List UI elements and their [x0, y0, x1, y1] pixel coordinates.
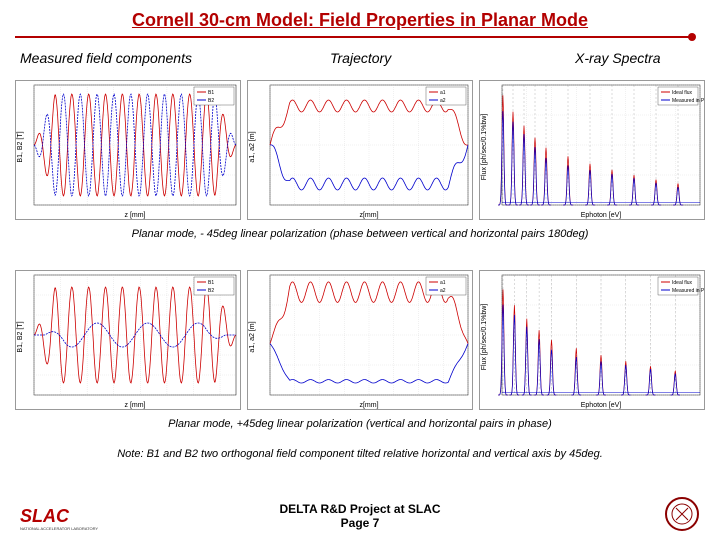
- svg-text:z[mm]: z[mm]: [359, 212, 378, 219]
- svg-text:a2: a2: [440, 288, 446, 294]
- slac-logo: SLAC NATIONAL ACCELERATOR LABORATORY: [20, 502, 100, 532]
- page-title: Cornell 30-cm Model: Field Properties in…: [20, 10, 700, 31]
- svg-text:z [mm]: z [mm]: [125, 402, 146, 409]
- svg-text:NATIONAL ACCELERATOR LABORATOR: NATIONAL ACCELERATOR LABORATORY: [20, 526, 98, 531]
- chart-spectra-1: Ephoton [eV] Flux [ph/sec/0.1%bw] Ideal fl…: [479, 80, 705, 220]
- svg-text:B2: B2: [208, 288, 214, 294]
- column-header-3: X-ray Spectra: [575, 50, 661, 66]
- svg-text:Measured in Plane 1: Measured in Plane 1: [672, 288, 704, 294]
- svg-text:z [mm]: z [mm]: [125, 212, 146, 219]
- svg-text:B1: B1: [208, 280, 214, 286]
- svg-text:Flux [ph/sec/0.1%bw]: Flux [ph/sec/0.1%bw]: [481, 304, 488, 371]
- svg-text:B2: B2: [208, 98, 214, 104]
- svg-text:Ephoton [eV]: Ephoton [eV]: [581, 212, 622, 219]
- title-dot: [688, 33, 696, 41]
- seal-logo: [664, 496, 700, 532]
- chart-field-2: z [mm] B1, B2 [T] B1 B2: [15, 270, 241, 410]
- svg-text:Ephoton [eV]: Ephoton [eV]: [581, 402, 622, 409]
- svg-text:a1, a2 [m]: a1, a2 [m]: [249, 131, 256, 162]
- svg-text:Ideal flux: Ideal flux: [672, 280, 693, 286]
- chart-row-1: z [mm] B1, B2 [T] B1 B2 z[mm] a1, a2 [m] a1 a2…: [15, 80, 705, 220]
- footer-line-1: DELTA R&D Project at SLAC: [0, 502, 720, 516]
- svg-text:B1, B2 [T]: B1, B2 [T]: [17, 131, 24, 162]
- svg-text:a1: a1: [440, 280, 446, 286]
- svg-text:Flux [ph/sec/0.1%bw]: Flux [ph/sec/0.1%bw]: [481, 114, 488, 181]
- svg-text:a1: a1: [440, 90, 446, 96]
- chart-row-2: z [mm] B1, B2 [T] B1 B2 z[mm] a1, a2 [m] a1 a2…: [15, 270, 705, 410]
- footer-line-2: Page 7: [0, 516, 720, 530]
- svg-text:a2: a2: [440, 98, 446, 104]
- chart-spectra-2: Ephoton [eV] Flux [ph/sec/0.1%bw] Ideal fl…: [479, 270, 705, 410]
- chart-trajectory-2: z[mm] a1, a2 [m] a1 a2: [247, 270, 473, 410]
- footnote: Note: B1 and B2 two orthogonal field com…: [40, 448, 680, 460]
- chart-field-1: z [mm] B1, B2 [T] B1 B2: [15, 80, 241, 220]
- footer: DELTA R&D Project at SLAC Page 7: [0, 502, 720, 530]
- svg-text:SLAC: SLAC: [20, 506, 70, 526]
- column-header-1: Measured field components: [20, 50, 192, 66]
- caption-1: Planar mode, - 45deg linear polarization…: [0, 228, 720, 240]
- svg-text:Measured in Plane 2: Measured in Plane 2: [672, 98, 704, 104]
- svg-text:z[mm]: z[mm]: [359, 402, 378, 409]
- column-header-2: Trajectory: [330, 50, 391, 66]
- caption-2: Planar mode, +45deg linear polarization …: [0, 418, 720, 430]
- svg-text:B1: B1: [208, 90, 214, 96]
- title-underline: [15, 36, 690, 38]
- chart-trajectory-1: z[mm] a1, a2 [m] a1 a2: [247, 80, 473, 220]
- svg-text:B1, B2 [T]: B1, B2 [T]: [17, 321, 24, 352]
- svg-text:a1, a2 [m]: a1, a2 [m]: [249, 321, 256, 352]
- svg-text:Ideal flux: Ideal flux: [672, 90, 693, 96]
